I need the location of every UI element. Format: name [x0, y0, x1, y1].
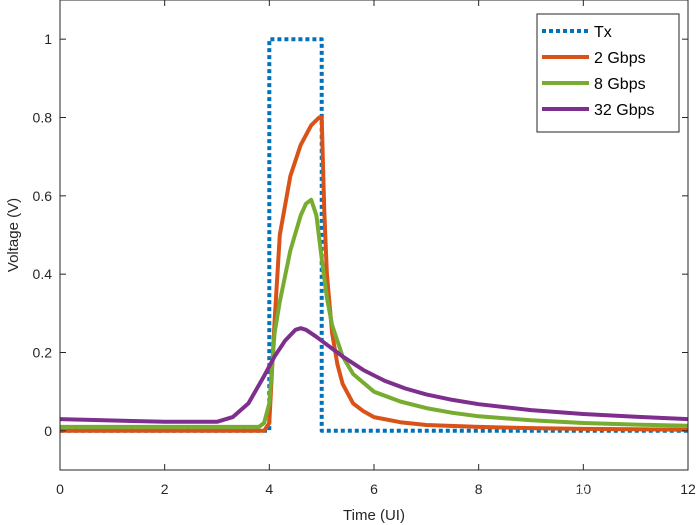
- y-tick-label: 0.8: [33, 110, 53, 126]
- y-tick-label: 0.6: [33, 188, 53, 204]
- watermark: 知乎 @Mebius: [555, 485, 666, 504]
- x-axis: 0 2 4 6 8 10 12: [56, 0, 696, 497]
- y-tick-label: 0.4: [33, 266, 53, 282]
- y-axis-title: Voltage (V): [5, 198, 22, 272]
- x-tick-label: 0: [56, 481, 64, 497]
- legend-label-32-gbps: 32 Gbps: [594, 102, 654, 119]
- legend: Tx 2 Gbps 8 Gbps 32 Gbps: [536, 13, 680, 133]
- x-tick-label: 8: [475, 481, 483, 497]
- y-tick-label: 0: [44, 423, 52, 439]
- x-axis-title: Time (UI): [343, 507, 405, 524]
- x-tick-label: 2: [161, 481, 169, 497]
- x-tick-label: 4: [265, 481, 273, 497]
- y-tick-label: 0.2: [33, 345, 53, 361]
- x-tick-label: 6: [370, 481, 378, 497]
- y-axis: 0 0.2 0.4 0.6 0.8 1: [33, 31, 688, 439]
- x-tick-label: 12: [680, 481, 696, 497]
- legend-label-8-gbps: 8 Gbps: [594, 76, 646, 93]
- series-line-8-gbps: [60, 197, 689, 429]
- y-tick-label: 1: [44, 31, 52, 47]
- legend-label-tx: Tx: [594, 24, 612, 41]
- legend-label-2-gbps: 2 Gbps: [594, 50, 646, 67]
- series-layer: [59, 37, 689, 433]
- series-line-32-gbps: [59, 326, 689, 424]
- legend-box: [536, 13, 680, 133]
- x-tick-label: 10: [576, 481, 592, 497]
